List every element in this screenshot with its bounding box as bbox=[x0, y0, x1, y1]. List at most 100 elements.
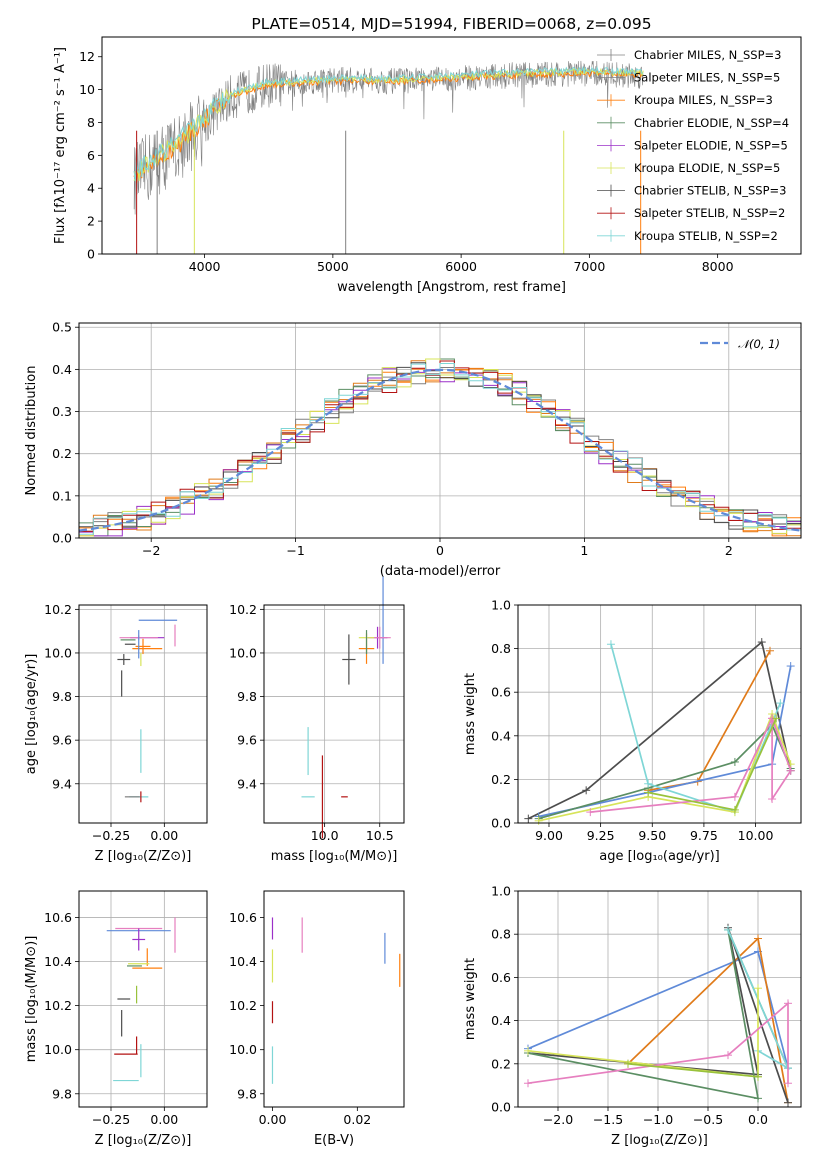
model-spectrum bbox=[133, 68, 644, 184]
axes-frame bbox=[78, 322, 802, 539]
y-tick-label: 10.6 bbox=[44, 910, 72, 925]
x-tick-label: 0.0 bbox=[748, 1112, 768, 1127]
x-tick-label: −0.25 bbox=[92, 1112, 130, 1127]
x-tick-label: 8000 bbox=[702, 259, 734, 274]
x-axis-label: (data-model)/error bbox=[380, 564, 501, 579]
x-tick-label: 9.50 bbox=[638, 828, 666, 843]
y-tick-label: 0.6 bbox=[491, 970, 511, 985]
panel-weight-vs-age: 9.00 9.25 9.50 9.75 10.00 0.0 0.2 0.4 0.6 0.8 1.0 a… bbox=[463, 598, 802, 864]
y-tick-label: 10.6 bbox=[229, 910, 257, 925]
y-tick-label: 0.0 bbox=[491, 1100, 511, 1115]
x-tick-label: 4000 bbox=[189, 259, 221, 274]
x-tick-label: −0.5 bbox=[693, 1112, 723, 1127]
x-tick-label: 2 bbox=[725, 543, 733, 558]
y-tick-label: 0.2 bbox=[491, 772, 511, 787]
x-tick-label: 10.00 bbox=[738, 828, 774, 843]
panel-spectrum: 4000 5000 6000 7000 8000 0 2 4 6 8 10 12 wavelength … bbox=[53, 15, 802, 295]
y-tick-label: 10.2 bbox=[229, 602, 257, 617]
axes-frame bbox=[263, 890, 405, 1108]
y-tick-label: 9.8 bbox=[52, 1086, 72, 1101]
x-tick-label: 0 bbox=[436, 543, 444, 558]
model-spectrum bbox=[133, 67, 644, 181]
x-tick-label: 9.75 bbox=[690, 828, 718, 843]
y-tick-label: 9.4 bbox=[52, 776, 72, 791]
y-tick-label: 10.0 bbox=[229, 1042, 257, 1057]
y-tick-label: 0.4 bbox=[52, 362, 72, 377]
crosses bbox=[301, 576, 391, 839]
y-tick-label: 0 bbox=[87, 247, 95, 262]
weight-series bbox=[527, 640, 792, 820]
x-axis-label: Z [log₁₀(Z/Z⊙)] bbox=[95, 849, 192, 864]
y-tick-label: 0.2 bbox=[52, 446, 72, 461]
observed-spectrum bbox=[133, 60, 644, 215]
x-tick-label: 0.02 bbox=[343, 1112, 371, 1127]
x-tick-label: −2 bbox=[142, 543, 160, 558]
y-tick-label: 1.0 bbox=[491, 884, 511, 899]
panel-age-vs-mass: 10.0 10.5 9.4 9.6 9.8 10.0 10.2 mass [log₁₀(M/M… bbox=[229, 576, 405, 864]
y-tick-label: 10.2 bbox=[229, 998, 257, 1013]
weight-lines bbox=[524, 923, 792, 1107]
y-tick-label: 0.8 bbox=[491, 641, 511, 656]
chart-title: PLATE=0514, MJD=51994, FIBERID=0068, z=0… bbox=[251, 15, 651, 33]
y-tick-label: 4 bbox=[87, 181, 95, 196]
x-tick-label: 1 bbox=[580, 543, 588, 558]
x-axis-label: Z [log₁₀(Z/Z⊙)] bbox=[611, 1133, 708, 1148]
y-tick-label: 0.3 bbox=[52, 404, 72, 419]
weight-series bbox=[647, 718, 777, 811]
legend-label: Kroupa MILES, N_SSP=3 bbox=[634, 93, 773, 107]
crosses bbox=[271, 917, 401, 1084]
y-axis-label: Normed distribution bbox=[24, 366, 39, 496]
weight-series bbox=[610, 643, 782, 814]
y-tick-label: 0.4 bbox=[491, 1013, 511, 1028]
weight-series bbox=[538, 665, 792, 818]
x-tick-label: 0.00 bbox=[150, 1112, 178, 1127]
weight-series bbox=[590, 716, 792, 813]
y-tick-label: 0.4 bbox=[491, 728, 511, 743]
y-tick-label: 10 bbox=[79, 82, 95, 97]
panel-mass-vs-Z: −0.25 0.00 9.8 10.0 10.2 10.4 10.6 Z [log₁₀(Z/Z… bbox=[24, 890, 208, 1148]
crosses bbox=[117, 619, 178, 803]
x-axis-label: wavelength [Angstrom, rest frame] bbox=[337, 280, 566, 295]
panel-mass-vs-EBV: 0.00 0.02 9.8 10.0 10.2 10.4 10.6 E(B-V) bbox=[229, 890, 405, 1148]
weight-lines bbox=[524, 638, 795, 825]
y-tick-label: 10.0 bbox=[229, 645, 257, 660]
legend-label: Chabrier MILES, N_SSP=3 bbox=[634, 48, 781, 62]
panel-age-vs-Z: −0.25 0.00 9.4 9.6 9.8 10.0 10.2 Z [log₁₀(Z/Z⊙)… bbox=[24, 602, 208, 864]
legend-label: Salpeter MILES, N_SSP=5 bbox=[634, 71, 780, 85]
legend-label: Kroupa ELODIE, N_SSP=5 bbox=[634, 161, 780, 175]
y-tick-label: 10.0 bbox=[44, 645, 72, 660]
y-tick-label: 12 bbox=[79, 49, 95, 64]
weight-series bbox=[527, 1001, 789, 1085]
x-tick-label: 9.00 bbox=[535, 828, 563, 843]
normal-curve bbox=[78, 368, 802, 532]
y-tick-label: 10.2 bbox=[44, 602, 72, 617]
axes-frame bbox=[517, 604, 802, 824]
legend-label: Salpeter ELODIE, N_SSP=5 bbox=[634, 138, 788, 152]
y-tick-label: 9.6 bbox=[52, 733, 72, 748]
histograms bbox=[78, 358, 802, 537]
x-tick-label: −0.25 bbox=[92, 828, 130, 843]
y-tick-label: 9.8 bbox=[237, 1086, 257, 1101]
model-spectrum bbox=[133, 65, 644, 182]
y-axis-label: mass weight bbox=[463, 958, 478, 1040]
axes-frame bbox=[78, 890, 208, 1108]
axes-frame bbox=[517, 890, 802, 1108]
x-axis-label: E(B-V) bbox=[314, 1133, 354, 1148]
panel-weight-vs-Z: −2.0 −1.5 −1.0 −0.5 0.0 0.0 0.2 0.4 0.6 0.8 1.0 Z [… bbox=[463, 884, 802, 1148]
y-axis-label: Flux [fλ10⁻¹⁷ erg cm⁻² s⁻¹ A⁻¹] bbox=[53, 47, 68, 244]
crosses bbox=[106, 917, 176, 1082]
y-tick-label: 10.2 bbox=[44, 998, 72, 1013]
x-axis-label: Z [log₁₀(Z/Z⊙)] bbox=[95, 1133, 192, 1148]
y-tick-label: 9.4 bbox=[237, 776, 257, 791]
y-axis-label: age [log₁₀(age/yr)] bbox=[24, 654, 39, 775]
x-tick-label: 10.5 bbox=[366, 828, 394, 843]
x-tick-label: −1.5 bbox=[593, 1112, 623, 1127]
y-tick-label: 0.1 bbox=[52, 488, 72, 503]
axes-frame bbox=[78, 604, 208, 824]
y-tick-label: 9.6 bbox=[237, 733, 257, 748]
weight-series bbox=[627, 1062, 759, 1078]
y-tick-label: 8 bbox=[87, 115, 95, 130]
y-tick-label: 0.0 bbox=[52, 531, 72, 546]
y-tick-label: 0.5 bbox=[52, 320, 72, 335]
